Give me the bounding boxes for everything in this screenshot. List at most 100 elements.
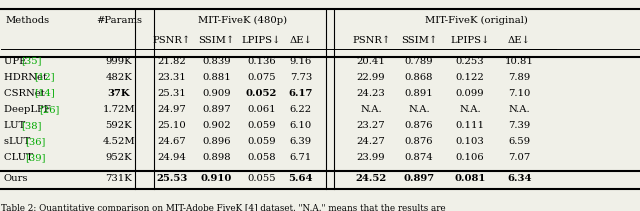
Text: 0.111: 0.111 <box>456 121 484 130</box>
Text: 1.72M: 1.72M <box>102 105 135 114</box>
Text: UPE: UPE <box>4 57 29 66</box>
Text: 24.67: 24.67 <box>157 137 186 146</box>
Text: 0.058: 0.058 <box>247 153 276 162</box>
Text: 7.10: 7.10 <box>508 89 531 98</box>
Text: 22.99: 22.99 <box>356 73 385 82</box>
Text: N.A.: N.A. <box>408 105 430 114</box>
Text: DeepLPF: DeepLPF <box>4 105 54 114</box>
Text: 23.31: 23.31 <box>157 73 186 82</box>
Text: 0.099: 0.099 <box>456 89 484 98</box>
Text: 0.103: 0.103 <box>456 137 484 146</box>
Text: 0.059: 0.059 <box>247 137 276 146</box>
Text: LUT: LUT <box>4 121 28 130</box>
Text: ΔE↓: ΔE↓ <box>508 36 531 45</box>
Text: 0.136: 0.136 <box>247 57 276 66</box>
Text: 7.89: 7.89 <box>508 73 531 82</box>
Text: 731K: 731K <box>106 174 132 183</box>
Text: 7.07: 7.07 <box>508 153 531 162</box>
Text: 25.31: 25.31 <box>157 89 186 98</box>
Text: [14]: [14] <box>35 89 55 98</box>
Text: N.A.: N.A. <box>460 105 481 114</box>
Text: 6.10: 6.10 <box>290 121 312 130</box>
Text: PSNR↑: PSNR↑ <box>153 36 191 45</box>
Text: 0.868: 0.868 <box>404 73 433 82</box>
Text: 6.59: 6.59 <box>508 137 531 146</box>
Text: 0.061: 0.061 <box>247 105 276 114</box>
Text: 0.876: 0.876 <box>404 121 433 130</box>
Text: 0.839: 0.839 <box>202 57 231 66</box>
Text: SSIM↑: SSIM↑ <box>401 36 437 45</box>
Text: HDRNet: HDRNet <box>4 73 50 82</box>
Text: 7.73: 7.73 <box>290 73 312 82</box>
Text: 0.909: 0.909 <box>202 89 231 98</box>
Text: MIT-FiveK (original): MIT-FiveK (original) <box>425 16 528 25</box>
Text: 0.897: 0.897 <box>403 174 435 183</box>
Text: 0.075: 0.075 <box>247 73 276 82</box>
Text: 0.122: 0.122 <box>456 73 484 82</box>
Text: LPIPS↓: LPIPS↓ <box>451 36 490 45</box>
Text: 0.874: 0.874 <box>404 153 433 162</box>
Text: [38]: [38] <box>21 121 42 130</box>
Text: Ours: Ours <box>4 174 28 183</box>
Text: [36]: [36] <box>26 137 46 146</box>
Text: 25.10: 25.10 <box>157 121 186 130</box>
Text: 24.52: 24.52 <box>355 174 387 183</box>
Text: 0.055: 0.055 <box>247 174 276 183</box>
Text: 4.52M: 4.52M <box>102 137 135 146</box>
Text: [39]: [39] <box>26 153 46 162</box>
Text: 592K: 592K <box>106 121 132 130</box>
Text: [35]: [35] <box>21 57 42 66</box>
Text: N.A.: N.A. <box>508 105 530 114</box>
Text: Methods: Methods <box>6 16 50 25</box>
Text: 21.82: 21.82 <box>157 57 186 66</box>
Text: 24.23: 24.23 <box>356 89 385 98</box>
Text: LPIPS↓: LPIPS↓ <box>241 36 281 45</box>
Text: 0.881: 0.881 <box>202 73 231 82</box>
Text: CLUT: CLUT <box>4 153 36 162</box>
Text: 0.106: 0.106 <box>456 153 484 162</box>
Text: 0.898: 0.898 <box>202 153 231 162</box>
Text: 0.081: 0.081 <box>454 174 486 183</box>
Text: 24.97: 24.97 <box>157 105 186 114</box>
Text: 20.41: 20.41 <box>356 57 385 66</box>
Text: 0.876: 0.876 <box>404 137 433 146</box>
Text: 10.81: 10.81 <box>505 57 534 66</box>
Text: #Params: #Params <box>96 16 142 25</box>
Text: 999K: 999K <box>106 57 132 66</box>
Text: 24.27: 24.27 <box>356 137 385 146</box>
Text: Table 2: Quantitative comparison on MIT-Adobe FiveK [4] dataset. "N.A." means th: Table 2: Quantitative comparison on MIT-… <box>1 204 445 211</box>
Text: 0.896: 0.896 <box>202 137 231 146</box>
Text: 952K: 952K <box>106 153 132 162</box>
Text: SSIM↑: SSIM↑ <box>198 36 235 45</box>
Text: N.A.: N.A. <box>360 105 382 114</box>
Text: 6.39: 6.39 <box>290 137 312 146</box>
Text: 0.902: 0.902 <box>202 121 231 130</box>
Text: [12]: [12] <box>35 73 55 82</box>
Text: 37K: 37K <box>108 89 130 98</box>
Text: 9.16: 9.16 <box>290 57 312 66</box>
Text: 6.34: 6.34 <box>507 174 531 183</box>
Text: 23.99: 23.99 <box>356 153 385 162</box>
Text: 0.897: 0.897 <box>202 105 231 114</box>
Text: 25.53: 25.53 <box>156 174 188 183</box>
Text: [26]: [26] <box>38 105 59 114</box>
Text: 482K: 482K <box>106 73 132 82</box>
Text: sLUT: sLUT <box>4 137 33 146</box>
Text: 0.910: 0.910 <box>201 174 232 183</box>
Text: ΔE↓: ΔE↓ <box>289 36 312 45</box>
Text: 0.789: 0.789 <box>404 57 433 66</box>
Text: 0.052: 0.052 <box>246 89 277 98</box>
Text: CSRNet: CSRNet <box>4 89 48 98</box>
Text: 6.22: 6.22 <box>290 105 312 114</box>
Text: 6.17: 6.17 <box>289 89 313 98</box>
Text: 0.891: 0.891 <box>404 89 433 98</box>
Text: 0.253: 0.253 <box>456 57 484 66</box>
Text: 6.71: 6.71 <box>290 153 312 162</box>
Text: 7.39: 7.39 <box>508 121 531 130</box>
Text: 24.94: 24.94 <box>157 153 186 162</box>
Text: PSNR↑: PSNR↑ <box>352 36 390 45</box>
Text: MIT-FiveK (480p): MIT-FiveK (480p) <box>198 16 287 25</box>
Text: 0.059: 0.059 <box>247 121 276 130</box>
Text: 23.27: 23.27 <box>356 121 385 130</box>
Text: 5.64: 5.64 <box>289 174 313 183</box>
